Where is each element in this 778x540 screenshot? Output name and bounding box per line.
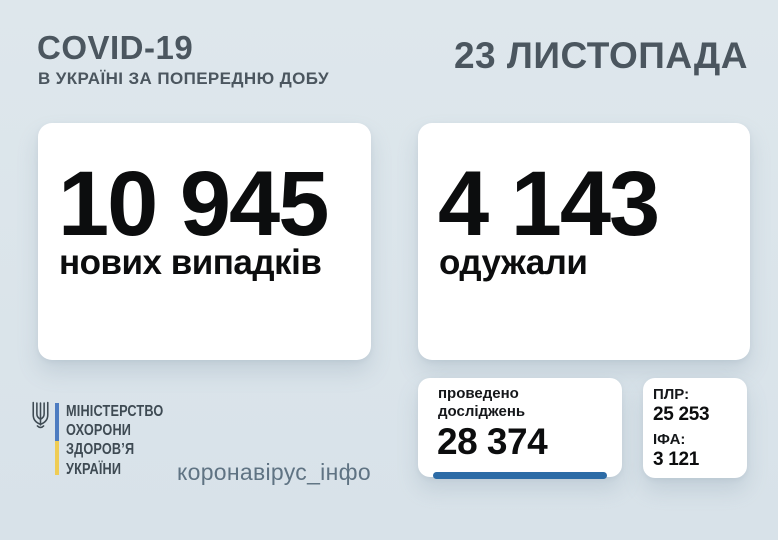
page-subtitle: В УКРАЇНІ ЗА ПОПЕРЕДНЮ ДОБУ <box>38 69 329 88</box>
pcr-value: 25 253 <box>653 404 710 425</box>
tests-underline-bar <box>433 472 607 479</box>
recovered-card: 4 143 одужали <box>418 123 750 360</box>
ministry-line: ОХОРОНИ <box>66 422 132 440</box>
new-cases-label: нових випадків <box>59 243 322 282</box>
tests-value: 28 374 <box>437 421 548 462</box>
tests-label: проведено досліджень <box>438 385 525 420</box>
flag-yellow-segment <box>55 441 59 475</box>
ministry-line: ЗДОРОВ’Я <box>66 441 135 459</box>
report-date: 23 ЛИСТОПАДА <box>453 35 748 76</box>
tests-label-line2: досліджень <box>438 402 526 420</box>
ministry-line: МІНІСТЕРСТВО <box>66 403 164 420</box>
watermark-handle: коронавірус_інфо <box>177 459 371 485</box>
test-types-card: ПЛР: 25 253 ІФА: 3 121 <box>643 378 747 478</box>
pcr-label: ПЛР: <box>653 386 690 403</box>
tests-label-line1: проведено <box>438 385 519 402</box>
ministry-name: МІНІСТЕРСТВО ОХОРОНИ ЗДОРОВ’Я УКРАЇНИ <box>66 402 163 479</box>
pcr-group: ПЛР: 25 253 <box>653 386 747 426</box>
tryzub-trident-icon <box>31 401 50 434</box>
flag-blue-segment <box>55 403 59 441</box>
recovered-label: одужали <box>439 243 588 282</box>
ministry-line: УКРАЇНИ <box>66 460 122 478</box>
ifa-value: 3 121 <box>653 449 700 470</box>
new-cases-value: 10 945 <box>58 153 329 255</box>
ukraine-flag-bar <box>55 403 59 475</box>
ifa-label: ІФА: <box>653 431 686 448</box>
page-title: COVID-19 <box>37 29 194 66</box>
ifa-group: ІФА: 3 121 <box>653 431 747 471</box>
tests-card: проведено досліджень 28 374 <box>418 378 622 479</box>
new-cases-card: 10 945 нових випадків <box>38 123 371 360</box>
recovered-value: 4 143 <box>438 153 660 255</box>
